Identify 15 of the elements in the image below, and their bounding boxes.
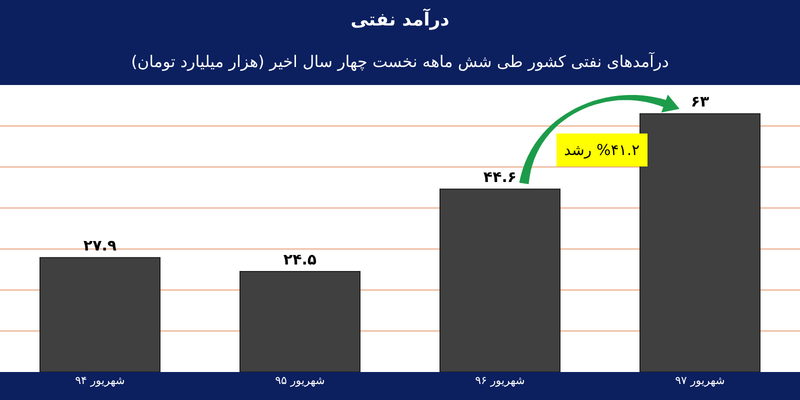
x-tick-label: شهریور ۹۶ (475, 374, 525, 387)
bar (440, 188, 560, 372)
chart-subtitle: درآمدهای نفتی کشور طی شش ماهه نخست چهار سال اخیر (هزار میلیارد تومان) (131, 51, 669, 72)
data-label: ۴۴.۶ (483, 168, 517, 186)
data-label: ۲۴.۵ (283, 250, 317, 269)
x-tick-label: شهریور ۹۷ (675, 374, 725, 387)
bar (240, 271, 360, 372)
bar (640, 113, 760, 372)
x-tick-label: شهریور ۹۴ (75, 374, 125, 387)
bar (40, 257, 160, 372)
data-label: ۲۷.۹ (83, 236, 117, 255)
chart-title: درآمد نفتی (350, 7, 450, 30)
x-tick-label: شهریور ۹۵ (275, 374, 325, 387)
annotation: %۴۱.۲ رشد (564, 141, 640, 159)
data-label: ۶۳ (690, 92, 710, 111)
